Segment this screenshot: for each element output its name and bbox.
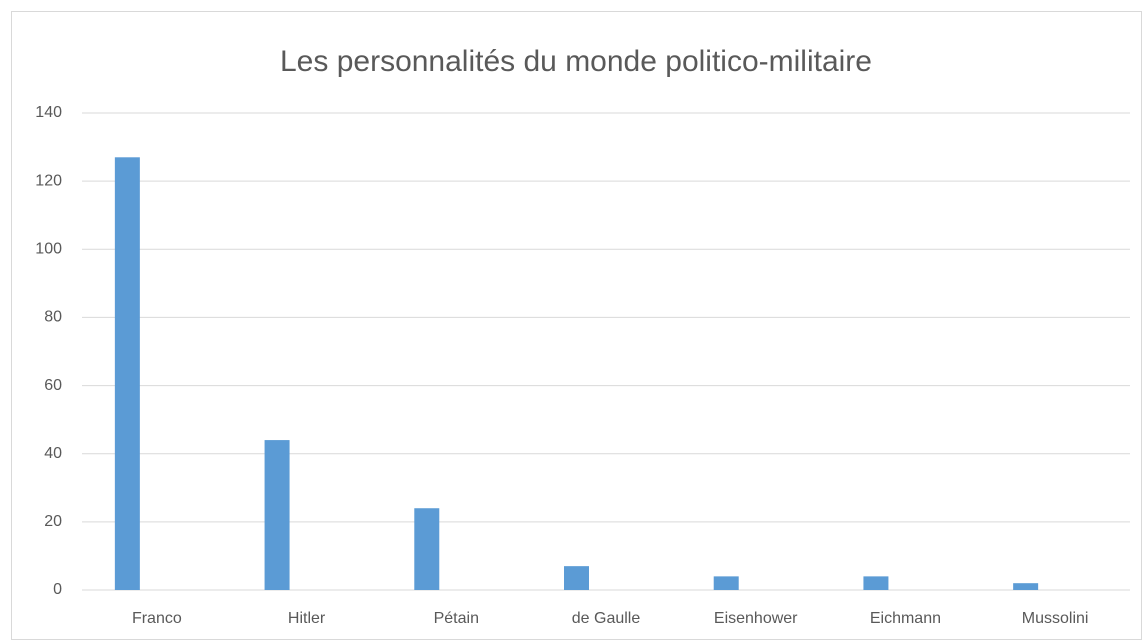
bar bbox=[414, 508, 440, 590]
bar bbox=[564, 566, 589, 590]
y-tick-label: 100 bbox=[35, 241, 62, 258]
x-tick-label: Eisenhower bbox=[714, 610, 798, 627]
x-tick-label: Mussolini bbox=[1022, 610, 1089, 627]
y-tick-label: 80 bbox=[44, 309, 62, 326]
bar bbox=[114, 157, 140, 591]
bar bbox=[264, 440, 290, 590]
y-tick-label: 60 bbox=[44, 377, 62, 394]
y-tick-label: 0 bbox=[53, 581, 62, 598]
bar bbox=[1013, 583, 1039, 590]
x-tick-label: Hitler bbox=[288, 610, 326, 627]
chart-title: Les personnalités du monde politico-mili… bbox=[280, 45, 872, 78]
y-tick-label: 20 bbox=[44, 513, 62, 530]
x-tick-label: Franco bbox=[132, 610, 182, 627]
x-tick-label: Eichmann bbox=[870, 610, 941, 627]
y-tick-label: 140 bbox=[35, 104, 62, 121]
chart-border bbox=[11, 11, 1142, 640]
bar bbox=[863, 576, 889, 590]
y-tick-label: 120 bbox=[35, 172, 62, 189]
x-tick-label: de Gaulle bbox=[572, 610, 641, 627]
bar bbox=[713, 576, 739, 590]
y-tick-label: 40 bbox=[44, 445, 62, 462]
x-tick-label: Pétain bbox=[434, 610, 479, 627]
